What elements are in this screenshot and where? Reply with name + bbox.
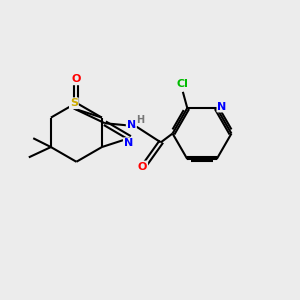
Text: O: O <box>138 161 147 172</box>
Text: N: N <box>218 102 226 112</box>
Text: H: H <box>136 115 144 125</box>
Text: S: S <box>70 98 78 108</box>
Text: Cl: Cl <box>177 80 189 89</box>
Text: N: N <box>124 138 133 148</box>
Text: N: N <box>127 120 136 130</box>
Text: O: O <box>72 74 81 84</box>
